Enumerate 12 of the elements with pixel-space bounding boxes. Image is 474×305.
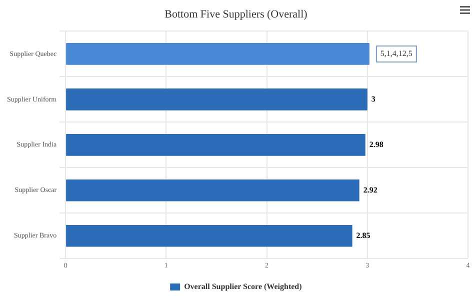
data-label: 2.92: [363, 185, 378, 194]
chart-title: Bottom Five Suppliers (Overall): [164, 8, 308, 20]
legend-label: Overall Supplier Score (Weighted): [184, 282, 302, 292]
bar: [66, 179, 360, 202]
bar: [66, 43, 370, 65]
data-label: 5,1,4,12,5: [380, 49, 412, 58]
data-label: 3: [371, 94, 376, 104]
bar: [66, 134, 366, 156]
bar: [66, 88, 368, 110]
data-label: 2.85: [356, 230, 370, 240]
bar: [66, 224, 352, 247]
data-label: 2.98: [369, 140, 384, 149]
